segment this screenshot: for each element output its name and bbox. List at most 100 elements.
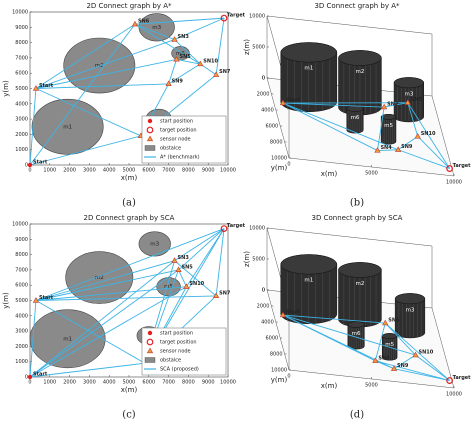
legend-label: target position	[160, 128, 197, 134]
edge	[29, 88, 37, 166]
obstacle-top	[394, 293, 426, 305]
obstacle-top	[393, 77, 424, 89]
edge	[186, 228, 225, 287]
x-tick-label: 9000	[202, 380, 215, 386]
y-tick-label: 3000	[15, 117, 28, 123]
y-tick-label: 2000	[15, 344, 28, 350]
edge	[282, 102, 378, 151]
x-tick-label: 10000	[220, 380, 236, 386]
edge	[35, 269, 179, 301]
y-tick-label: 4000	[15, 101, 28, 107]
edge	[168, 59, 177, 85]
sensor-marker	[372, 357, 379, 363]
edge	[174, 228, 225, 262]
y-tick-label: 3000	[15, 329, 28, 335]
sensor-marker	[374, 147, 381, 153]
panel: 3D Connect graph by A* 0 2000 4000 6000 8000 1…	[243, 2, 471, 209]
z-tick-label: 0	[262, 288, 265, 294]
obstacle-label: m3	[152, 25, 161, 31]
edge	[134, 17, 225, 25]
node-label: Target	[453, 375, 472, 381]
y-axis-label: y(m)	[2, 80, 10, 97]
sensor-marker	[146, 347, 154, 354]
y-tick-label: 9000	[15, 25, 28, 31]
obstacle-label: m2	[95, 275, 104, 281]
sensor-marker	[395, 146, 402, 152]
edge	[35, 228, 225, 301]
sensor-marker	[171, 257, 178, 263]
sensor-marker	[131, 20, 139, 27]
legend-label: target position	[160, 340, 197, 346]
obstacle-label: m1	[63, 124, 72, 130]
node-label: SN4	[380, 145, 392, 151]
y-tick-label: 7000	[15, 267, 28, 273]
edge	[415, 354, 450, 381]
edge	[35, 83, 169, 89]
edge	[35, 23, 136, 89]
sensor-marker	[197, 60, 204, 67]
obstacle-label: m3	[150, 241, 159, 247]
z-tick-label: 0	[262, 76, 265, 82]
node-label: Target	[227, 223, 246, 229]
edge	[178, 269, 187, 287]
sensor-marker	[412, 351, 419, 358]
x-tick-label: 8000	[182, 380, 195, 386]
y-tick-label: 6000	[265, 336, 278, 342]
obstacle	[31, 98, 104, 155]
obstacle-label: m2	[356, 69, 365, 75]
target-marker	[146, 126, 154, 134]
node-label: Start	[286, 98, 301, 104]
target-marker	[220, 14, 228, 22]
node-label: SN5	[388, 318, 400, 324]
edge	[384, 322, 416, 356]
target-marker	[446, 377, 454, 384]
y-axis-label: y(m)	[2, 292, 10, 309]
legend-box	[141, 327, 227, 376]
edge	[174, 260, 217, 297]
y-tick-label: 2000	[257, 304, 270, 310]
x-tick-label: 9000	[202, 168, 215, 174]
edge	[397, 135, 418, 151]
legend-swatch	[144, 145, 156, 151]
legend-label: obstalce	[160, 146, 181, 152]
legend-label: A* (benchmark)	[160, 155, 200, 161]
sensor-marker	[213, 71, 220, 77]
node-label: SN5	[411, 97, 423, 103]
y-tick-label: 4000	[15, 313, 28, 319]
chart-title: 3D Connect graph by A*	[314, 2, 400, 10]
node-label: SN9	[172, 78, 184, 84]
y-tick-label: 10000	[12, 222, 28, 228]
obstacle-label: m6	[352, 331, 361, 337]
z-tick-label: 10000	[249, 226, 265, 232]
legend-label: sensor node	[160, 349, 191, 355]
edge	[29, 362, 145, 378]
edge	[134, 23, 175, 40]
y-tick-label: 2000	[15, 132, 28, 138]
chart-title: 2D Connect graph by A*	[86, 2, 172, 10]
edge	[377, 149, 399, 152]
obstacle	[29, 309, 106, 369]
sensor-marker	[414, 132, 421, 139]
legend-label: sensor node	[160, 137, 191, 143]
edge	[282, 314, 386, 324]
target-marker	[146, 338, 154, 346]
edge	[407, 102, 450, 169]
y-tick-label: 0	[25, 375, 28, 381]
y-tick-label: 1000	[15, 359, 28, 365]
x-tick-label: 0	[28, 380, 31, 386]
node-label: SN4	[378, 355, 390, 361]
edge	[215, 228, 225, 296]
obstacle-label: m1	[304, 278, 313, 284]
obstacle-label: m3	[404, 91, 413, 97]
sensor-marker	[146, 135, 154, 142]
y-tick-label: 5000	[15, 298, 28, 304]
edge	[417, 136, 450, 169]
obstacle-label: m3	[406, 307, 415, 313]
y-tick-label: 10000	[271, 156, 287, 162]
x-axis-label: x(m)	[321, 382, 338, 390]
edge	[384, 322, 450, 381]
sensor-marker	[390, 365, 398, 371]
x-tick-label: 5000	[365, 383, 378, 389]
node-label: Start	[33, 372, 48, 378]
x-tick-label: 5000	[365, 171, 378, 177]
